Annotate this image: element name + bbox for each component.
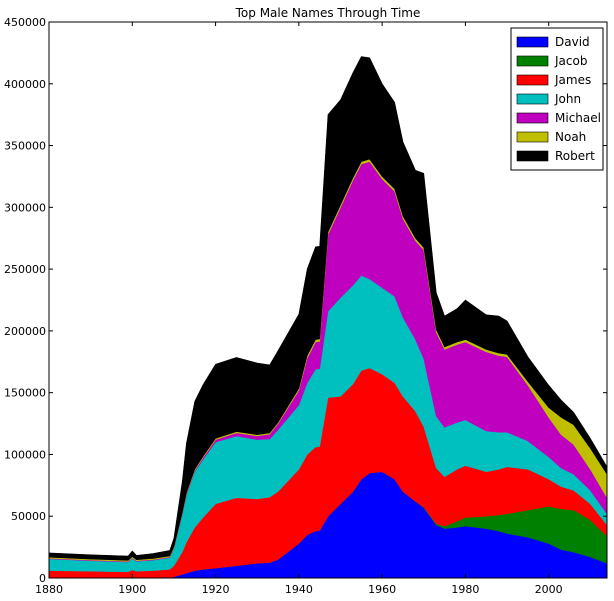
x-axis-ticks: 1880 1900 1920 1940 1960 1980 2000 <box>35 22 563 596</box>
legend-label-james: James <box>554 73 591 87</box>
legend-label-john: John <box>554 92 581 106</box>
y-tick-label: 200000 <box>4 325 46 338</box>
x-tick-label: 1900 <box>118 583 146 596</box>
x-tick-label: 1880 <box>35 583 63 596</box>
legend-swatch-noah <box>516 131 549 143</box>
y-tick-label: 100000 <box>4 448 46 461</box>
chart-title: Top Male Names Through Time <box>235 6 421 20</box>
legend-swatch-robert <box>516 150 549 162</box>
x-tick-label: 1980 <box>451 583 479 596</box>
legend-swatch-john <box>516 93 549 105</box>
y-tick-label: 50000 <box>11 510 46 523</box>
legend-label-noah: Noah <box>555 130 586 144</box>
x-tick-label: 1960 <box>368 583 396 596</box>
legend-label-robert: Robert <box>555 149 595 163</box>
legend-swatch-david <box>516 36 549 48</box>
legend-swatch-michael <box>516 112 549 124</box>
plot-frame <box>48 21 608 579</box>
y-tick-label: 0 <box>39 572 46 585</box>
x-tick-label: 2000 <box>535 583 563 596</box>
legend-swatch-james <box>516 74 549 86</box>
y-tick-label: 350000 <box>4 140 46 153</box>
y-tick-label: 300000 <box>4 201 46 214</box>
y-tick-label: 250000 <box>4 263 46 276</box>
legend-swatch-jacob <box>516 55 549 67</box>
y-tick-label: 150000 <box>4 387 46 400</box>
y-axis-ticks: 0 50000 100000 150000 200000 250000 300000 3500… <box>4 16 607 585</box>
legend-label-michael: Michael <box>555 111 601 125</box>
x-tick-label: 1940 <box>285 583 313 596</box>
legend-label-david: David <box>555 35 590 49</box>
y-tick-label: 400000 <box>4 78 46 91</box>
y-tick-label: 450000 <box>4 16 46 29</box>
legend-label-jacob: Jacob <box>554 54 587 68</box>
x-tick-label: 1920 <box>202 583 230 596</box>
legend: David Jacob James John Michael Noah Robert <box>510 27 604 171</box>
